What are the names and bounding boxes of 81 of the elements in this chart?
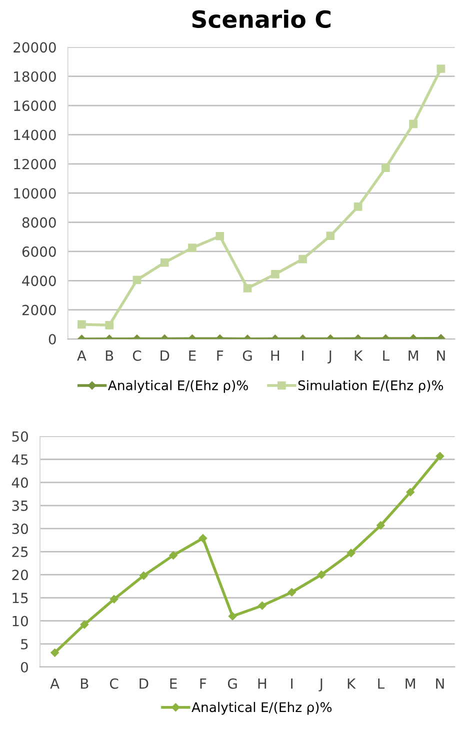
point — [326, 232, 335, 240]
point — [228, 612, 237, 620]
point — [288, 588, 296, 596]
point — [436, 452, 444, 460]
x-tick-label: E — [189, 350, 196, 361]
x-tick-label: C — [110, 678, 118, 689]
point — [50, 648, 59, 657]
y-tick-label: 5 — [21, 639, 28, 650]
x-tick-label: F — [217, 350, 224, 361]
x-tick-label: I — [302, 350, 304, 361]
y-tick-label: 6000 — [22, 246, 56, 257]
x-tick-label: H — [258, 678, 266, 689]
point — [270, 270, 280, 278]
y-tick-label: 35 — [12, 500, 28, 511]
legend-label: Analytical E/(Ehz ρ)% — [108, 380, 248, 393]
y-tick-label: 25 — [12, 546, 28, 558]
x-tick-label: N — [436, 678, 444, 689]
legend-label: Simulation E/(Ehz ρ)% — [298, 380, 444, 393]
y-tick-label: 0 — [48, 334, 56, 344]
y-tick-label: 10 — [12, 616, 28, 626]
x-tick-label: L — [378, 678, 384, 689]
y-tick-label: 15 — [12, 592, 28, 604]
x-tick-label: B — [81, 678, 88, 689]
y-tick-label: 50 — [12, 431, 28, 442]
point — [243, 284, 252, 292]
y-tick-label: 40 — [12, 477, 28, 488]
x-tick-label: C — [132, 350, 142, 361]
x-tick-label: D — [140, 678, 148, 689]
y-tick-label: 2000 — [22, 304, 56, 316]
y-tick-label: 20000 — [14, 42, 56, 53]
y-tick-label: 12000 — [14, 158, 56, 170]
point — [169, 551, 178, 560]
point — [80, 620, 89, 629]
x-tick-label: D — [160, 350, 170, 361]
y-tick-label: 20 — [12, 570, 28, 580]
y-tick-label: 4000 — [22, 276, 56, 286]
point — [376, 521, 385, 530]
x-tick-label: H — [271, 350, 280, 361]
x-tick-label: M — [408, 350, 418, 361]
point — [317, 570, 326, 579]
point — [110, 595, 118, 604]
x-tick-label: E — [170, 678, 177, 689]
x-tick-label: K — [348, 678, 356, 689]
x-tick-label: N — [437, 350, 445, 361]
y-tick-label: 16000 — [14, 100, 56, 112]
x-tick-label: K — [354, 350, 363, 361]
point — [258, 601, 266, 610]
x-tick-label: G — [242, 350, 252, 361]
x-tick-label: G — [228, 678, 237, 689]
point — [346, 548, 356, 558]
x-tick-label: B — [106, 350, 114, 361]
x-tick-label: J — [328, 350, 332, 364]
y-tick-label: 14000 — [14, 130, 56, 140]
point — [198, 534, 208, 542]
point — [298, 254, 307, 264]
y-tick-label: 45 — [12, 454, 28, 465]
point — [409, 120, 418, 128]
x-tick-label: A — [50, 678, 60, 689]
y-tick-label: 10000 — [14, 188, 56, 199]
y-tick-label: 30 — [12, 524, 28, 534]
point — [78, 320, 86, 329]
x-tick-label: J — [318, 678, 322, 692]
point — [188, 244, 196, 252]
point — [132, 276, 142, 284]
x-tick-label: I — [291, 678, 293, 689]
point — [354, 202, 362, 211]
point — [140, 572, 148, 580]
point — [216, 232, 224, 240]
y-tick-label: 18000 — [14, 71, 56, 82]
point — [160, 258, 169, 267]
point — [406, 488, 414, 496]
x-tick-label: F — [200, 678, 206, 689]
legend-label: Analytical E/(Ehz ρ)% — [192, 702, 332, 715]
point — [105, 320, 114, 330]
x-tick-label: L — [383, 350, 390, 361]
chart-title: Scenario C — [192, 10, 330, 28]
x-tick-label: M — [406, 678, 415, 689]
point — [382, 164, 390, 172]
x-tick-label: A — [77, 350, 86, 361]
y-tick-label: 8000 — [22, 217, 56, 228]
y-tick-label: 0 — [20, 662, 28, 672]
